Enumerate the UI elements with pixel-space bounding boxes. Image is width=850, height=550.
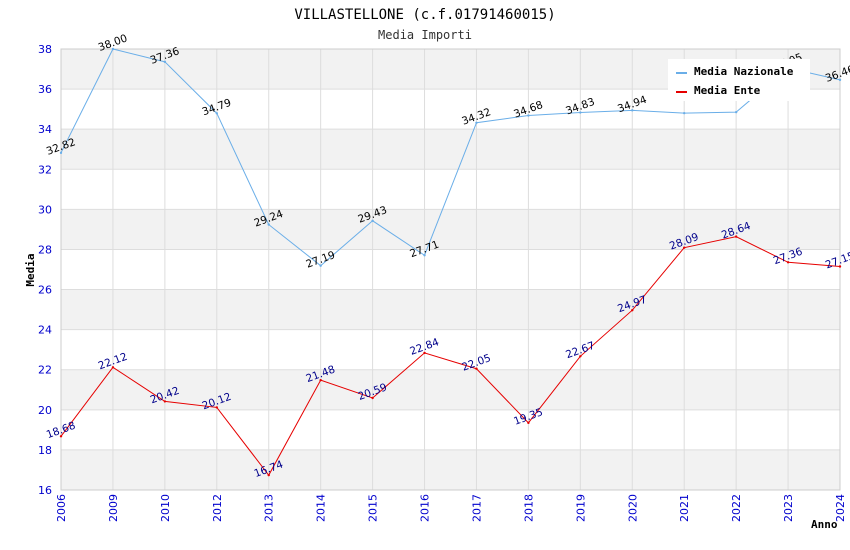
y-tick-label: 38 [38,43,52,56]
x-tick-label: 2013 [263,494,276,522]
series-line-media-nazionale [60,48,841,267]
y-axis-ticks: 16 18 20 22 24 26 28 30 32 34 36 38 [38,43,52,497]
data-point [267,473,270,477]
x-tick-label: 2021 [678,494,691,522]
chart-subtitle: Media Importi [378,28,472,42]
x-tick-label: 2018 [522,494,535,522]
legend-label-media-ente: Media Ente [694,84,761,97]
y-tick-label: 18 [38,444,52,457]
background-band [61,209,840,250]
x-tick-label: 2020 [626,494,639,522]
x-tick-label: 2023 [782,494,795,522]
y-tick-label: 20 [38,404,52,417]
data-point [215,406,218,409]
data-point [475,121,478,124]
x-tick-label: 2006 [55,494,68,522]
x-tick-label: 2017 [470,494,483,522]
legend-box [668,59,810,101]
data-point [475,367,478,370]
x-tick-label: 2024 [834,494,847,522]
x-tick-label: 2022 [730,494,743,522]
x-tick-label: 2016 [419,494,432,522]
data-point [786,261,790,264]
data-point [527,114,530,117]
data-point [423,254,426,257]
data-point [838,265,842,268]
data-point [319,264,322,267]
x-tick-label: 2010 [159,494,172,522]
x-tick-label: 2009 [107,494,120,522]
legend: Media Nazionale Media Ente [668,59,810,101]
plot-frame [60,48,841,491]
y-tick-label: 30 [38,203,52,216]
data-point [59,435,63,438]
data-point [734,110,738,114]
data-point [579,355,582,358]
data-point [683,111,686,115]
data-point [423,351,426,355]
y-tick-label: 24 [38,324,52,337]
data-point [319,378,322,382]
series-line-media-ente [60,236,841,477]
plot-background-bands [61,49,840,490]
data-point [111,47,115,51]
background-band [61,129,840,170]
data-point [527,421,530,425]
background-band [61,329,840,370]
chart-title: VILLASTELLONE (c.f.01791460015) [294,7,555,23]
x-tick-label: 2015 [367,494,380,522]
y-axis-label: Media [24,253,37,286]
data-point [371,219,374,222]
y-tick-label: 32 [38,163,52,176]
data-point [59,151,63,155]
y-tick-label: 16 [38,484,52,497]
data-point [111,366,115,369]
x-axis-ticks: 2006 2009 2010 2012 2013 2014 2015 2016 2017 2018… [55,494,847,522]
data-point [631,109,634,112]
x-tick-label: 2019 [574,494,587,522]
x-tick-label: 2012 [211,494,224,522]
y-tick-label: 22 [38,364,52,377]
data-point [838,78,842,82]
data-point [267,223,270,226]
series-lines [59,47,842,477]
background-band [61,409,840,450]
x-axis-label: Anno [811,518,838,531]
y-tick-label: 26 [38,284,52,297]
data-point [734,235,738,238]
background-band [61,449,840,490]
background-band [61,249,840,290]
data-point [215,112,218,115]
legend-label-media-nazionale: Media Nazionale [694,65,794,78]
data-point [579,111,582,114]
y-tick-label: 34 [38,123,52,136]
background-band [61,369,840,410]
data-point [631,308,634,312]
data-point [163,60,167,64]
background-band [61,289,840,330]
data-point [371,396,374,400]
data-point [163,400,167,403]
y-tick-label: 28 [38,243,52,256]
y-tick-label: 36 [38,83,52,96]
data-point [683,246,686,249]
x-tick-label: 2014 [315,494,328,522]
